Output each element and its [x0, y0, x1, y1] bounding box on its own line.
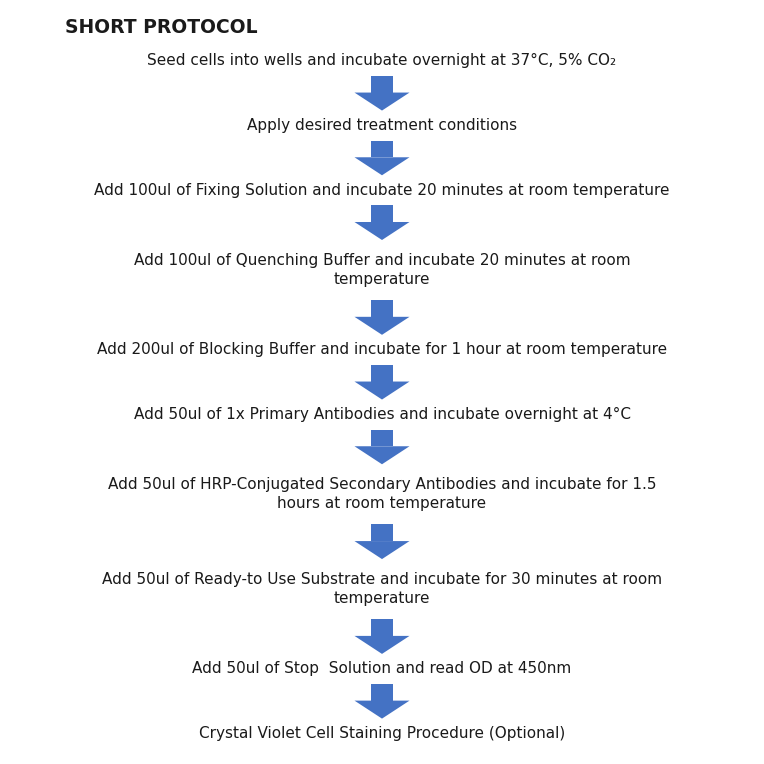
- Text: Add 50ul of Ready-to Use Substrate and incubate for 30 minutes at room
temperatu: Add 50ul of Ready-to Use Substrate and i…: [102, 572, 662, 607]
- Polygon shape: [371, 620, 393, 636]
- Polygon shape: [371, 684, 393, 701]
- Polygon shape: [354, 157, 410, 175]
- Polygon shape: [354, 222, 410, 240]
- Polygon shape: [354, 541, 410, 559]
- Text: Add 100ul of Quenching Buffer and incubate 20 minutes at room
temperature: Add 100ul of Quenching Buffer and incuba…: [134, 253, 630, 287]
- Polygon shape: [371, 206, 393, 222]
- Text: Add 50ul of HRP-Conjugated Secondary Antibodies and incubate for 1.5
hours at ro: Add 50ul of HRP-Conjugated Secondary Ant…: [108, 478, 656, 511]
- Polygon shape: [371, 524, 393, 541]
- Polygon shape: [371, 365, 393, 381]
- Text: Add 50ul of Stop  Solution and read OD at 450nm: Add 50ul of Stop Solution and read OD at…: [193, 662, 571, 676]
- Text: Crystal Violet Cell Staining Procedure (Optional): Crystal Violet Cell Staining Procedure (…: [199, 726, 565, 741]
- Polygon shape: [354, 636, 410, 654]
- Polygon shape: [371, 429, 393, 446]
- Polygon shape: [354, 92, 410, 111]
- Text: Add 100ul of Fixing Solution and incubate 20 minutes at room temperature: Add 100ul of Fixing Solution and incubat…: [94, 183, 670, 198]
- Polygon shape: [354, 446, 410, 465]
- Text: Seed cells into wells and incubate overnight at 37°C, 5% CO₂: Seed cells into wells and incubate overn…: [147, 53, 617, 69]
- Polygon shape: [371, 300, 393, 317]
- Text: SHORT PROTOCOL: SHORT PROTOCOL: [65, 18, 257, 37]
- Polygon shape: [371, 141, 393, 157]
- Text: Apply des​ired treatment conditions: Apply des​ired treatment conditions: [247, 118, 517, 133]
- Polygon shape: [354, 317, 410, 335]
- Polygon shape: [354, 381, 410, 400]
- Text: Add 200ul of Blocking Buffer and incubate for 1 hour at room temperature: Add 200ul of Blocking Buffer and incubat…: [97, 342, 667, 358]
- Polygon shape: [371, 76, 393, 92]
- Text: Add 50ul of 1x Primary Antibodies and incubate overnight at 4°C: Add 50ul of 1x Primary Antibodies and in…: [134, 407, 630, 422]
- Polygon shape: [354, 701, 410, 719]
